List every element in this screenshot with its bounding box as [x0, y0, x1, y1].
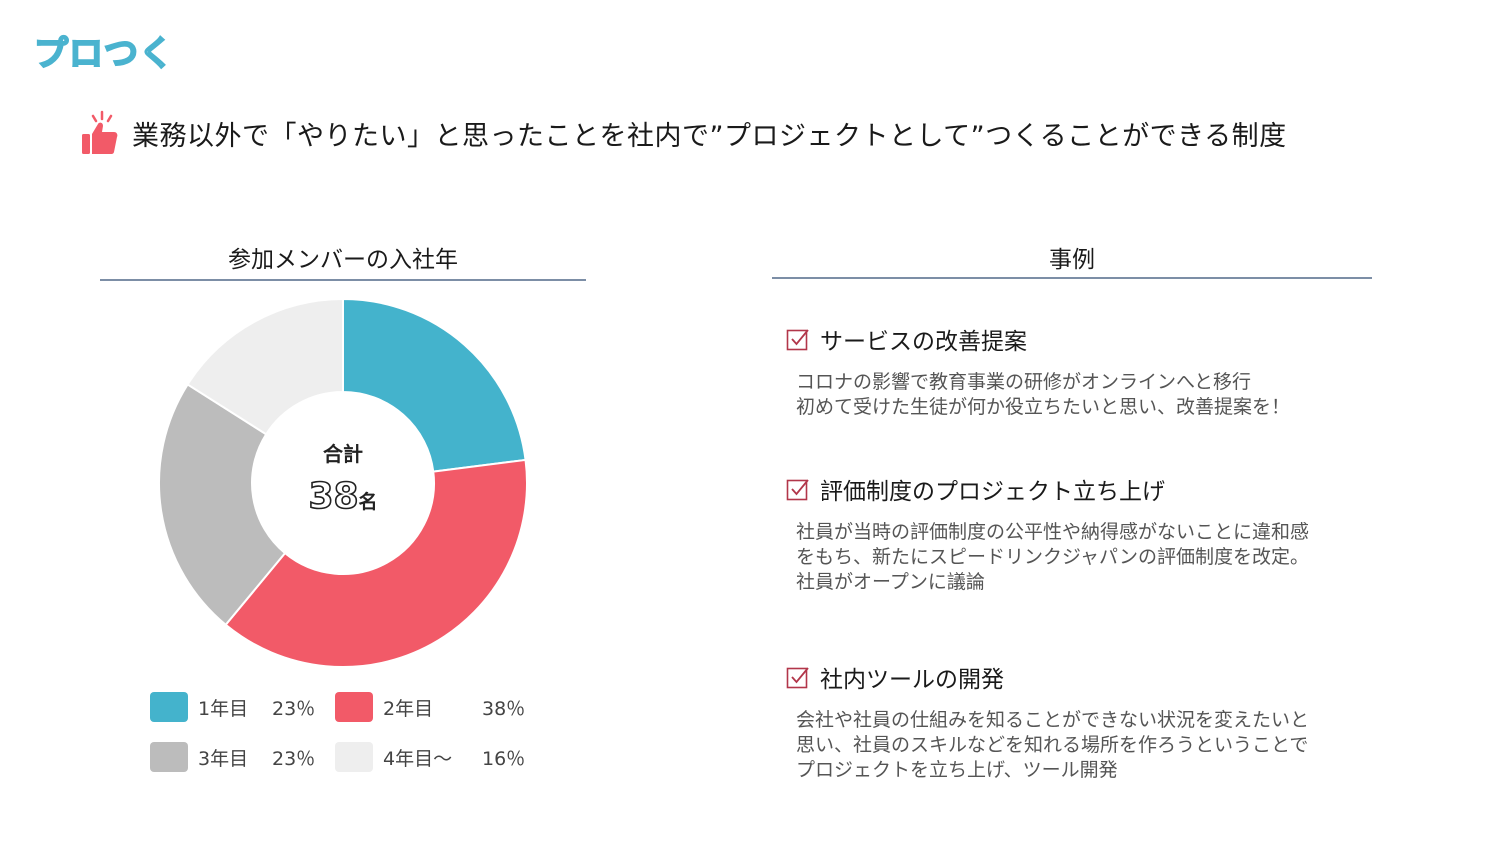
legend-label-3: 3年目: [198, 747, 249, 770]
case-description: 社員が当時の評価制度の公平性や納得感がないことに違和感 をもち、新たにスピードリ…: [796, 520, 1386, 595]
logo: プロつく: [33, 33, 174, 75]
case-line: 会社や社員の仕組みを知ることができない状況を変えたいと: [796, 709, 1310, 731]
legend-label-2: 2年目: [383, 697, 434, 720]
legend-item-3: 3年目 23％: [150, 742, 315, 772]
case-title: 社内ツールの開発: [820, 667, 1004, 693]
case-internal-tool: 社内ツールの開発 会社や社員の仕組みを知ることができない状況を変えたいと 思い、…: [786, 660, 1386, 783]
case-description: 会社や社員の仕組みを知ることができない状況を変えたいと 思い、社員のスキルなどを…: [796, 708, 1386, 783]
legend-swatch-4: [335, 742, 373, 772]
case-title: 評価制度のプロジェクト立ち上げ: [820, 479, 1165, 505]
donut-center-value: 38: [308, 475, 360, 518]
legend-swatch-2: [335, 692, 373, 722]
case-line: プロジェクトを立ち上げ、ツール開発: [796, 759, 1118, 781]
checkbox-icon: [786, 479, 809, 501]
donut-slice-1: [342, 297, 527, 473]
case-line: をもち、新たにスピードリンクジャパンの評価制度を改定。: [796, 546, 1310, 568]
case-line: コロナの影響で教育事業の研修がオンラインへと移行: [796, 371, 1252, 393]
members-section-title: 参加メンバーの入社年: [228, 247, 458, 273]
cases-section-rule: [772, 277, 1372, 279]
donut-center-unit: 名: [358, 491, 378, 513]
legend-swatch-3: [150, 742, 188, 772]
donut-chart: 合計 38名: [158, 297, 528, 668]
checkbox-icon: [786, 667, 809, 689]
donut-center-label: 合計: [323, 442, 363, 466]
cases-section-title: 事例: [1049, 247, 1095, 273]
legend-value-3: 23％: [272, 747, 316, 770]
donut-slice-3: [158, 383, 287, 627]
legend-item-2: 2年目 38％: [335, 692, 525, 722]
case-line: 初めて受けた生徒が何か役立ちたいと思い、改善提案を！: [796, 396, 1291, 418]
legend-value-2: 38％: [482, 697, 526, 720]
legend-label-1: 1年目: [198, 697, 249, 720]
donut-svg: [158, 297, 528, 668]
case-line: 思い、社員のスキルなどを知れる場所を作ろうということで: [796, 734, 1309, 756]
donut-slice-2: [224, 458, 528, 668]
headline: 業務以外で「やりたい」と思ったことを社内で”プロジェクトとして”つくることができ…: [80, 108, 1287, 158]
case-evaluation-project: 評価制度のプロジェクト立ち上げ 社員が当時の評価制度の公平性や納得感がないことに…: [786, 472, 1386, 595]
case-description: コロナの影響で教育事業の研修がオンラインへと移行 初めて受けた生徒が何か役立ちた…: [796, 370, 1386, 420]
legend-label-4: 4年目〜: [383, 747, 453, 770]
legend-item-1: 1年目 23％: [150, 692, 315, 722]
case-line: 社員がオープンに議論: [796, 571, 985, 593]
members-section-rule: [100, 279, 586, 281]
donut-center-total: 38名: [158, 475, 528, 518]
thumbs-up-icon: [82, 110, 118, 154]
legend-value-1: 23％: [272, 697, 316, 720]
headline-text: 業務以外で「やりたい」と思ったことを社内で”プロジェクトとして”つくることができ…: [132, 120, 1287, 152]
case-title: サービスの改善提案: [820, 329, 1027, 355]
legend-swatch-1: [150, 692, 188, 722]
case-line: 社員が当時の評価制度の公平性や納得感がないことに違和感: [796, 521, 1310, 543]
legend-item-4: 4年目〜 16％: [335, 742, 525, 772]
checkbox-icon: [786, 329, 809, 351]
legend-value-4: 16％: [482, 747, 526, 770]
case-service-improvement: サービスの改善提案 コロナの影響で教育事業の研修がオンラインへと移行 初めて受け…: [786, 322, 1386, 420]
donut-slice-4: [186, 297, 344, 436]
